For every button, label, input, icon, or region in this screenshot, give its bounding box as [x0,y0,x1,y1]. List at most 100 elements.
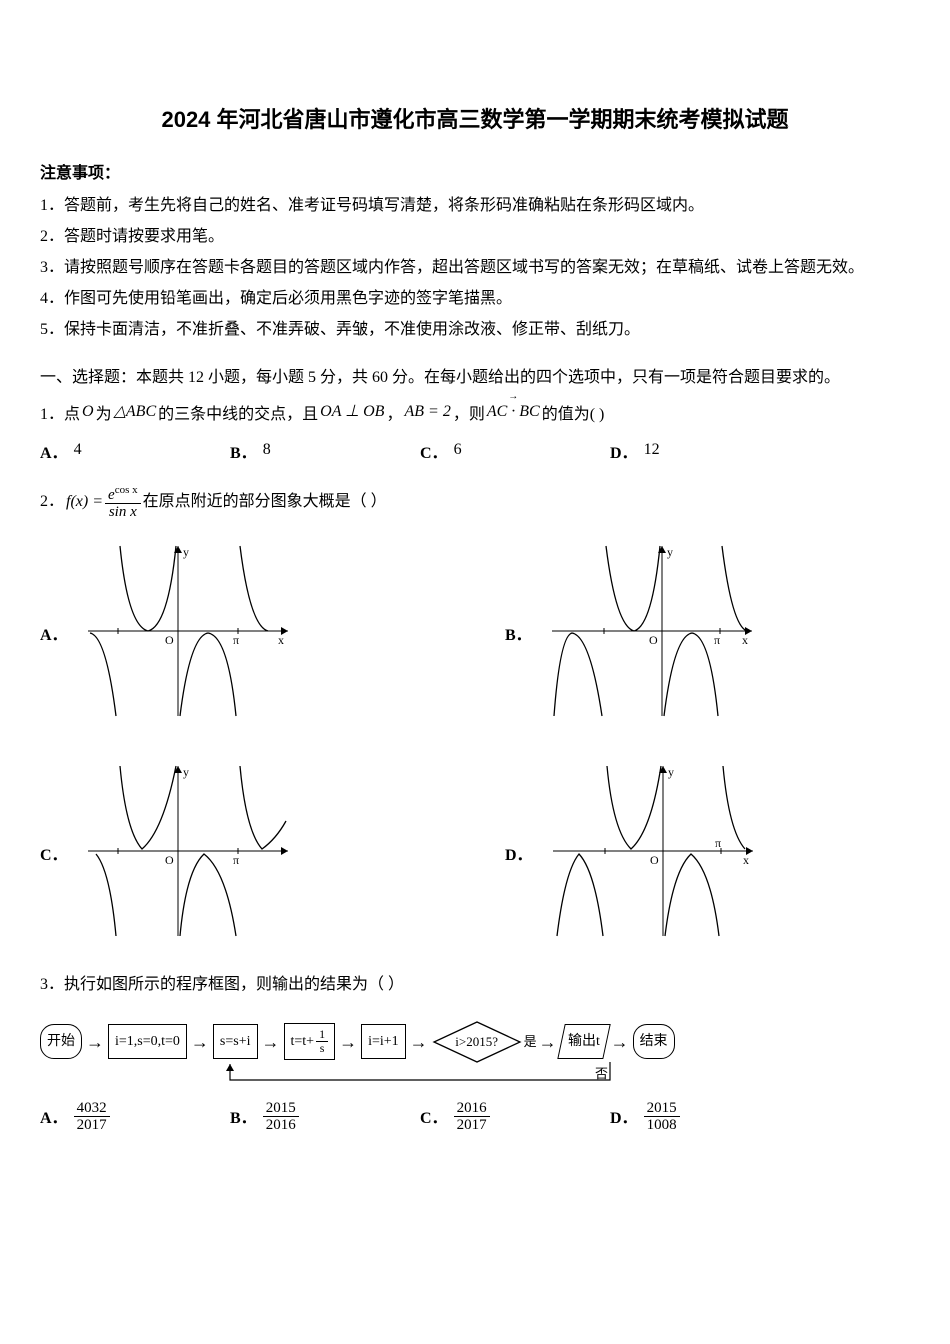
question-3: 3．执行如图所示的程序框图，则输出的结果为（ ） [40,971,910,1000]
notice-block: 注意事项： 1．答题前，考生先将自己的姓名、准考证号码填写清楚，将条形码准确粘贴… [40,160,910,345]
opt-label-d: D． [610,440,638,469]
q2-option-a: A． y x O π [40,541,445,721]
fc-loop-arrow [190,1062,890,1098]
q3-opt-b: 2015 2016 [263,1100,299,1134]
q3-flowchart: 开始 → i=1,s=0,t=0 → s=s+i → t=t+ 1 s → i=… [40,1020,910,1064]
notice-item: 2．答题时请按要求用笔。 [40,223,910,252]
arrow-icon: → [539,1033,557,1051]
fc-start: 开始 [40,1024,82,1059]
q1-var-o: O [82,398,94,427]
q3-options: A． 4032 2017 B． 2015 2016 C． 2016 2017 D… [40,1100,910,1134]
fc-init: i=1,s=0,t=0 [108,1024,187,1059]
q2-fraction: ecos x sin x [105,484,141,521]
question-1: 1．点 O 为 △ABC 的三条中线的交点，且 OA ⊥ OB ， AB = 2… [40,401,910,430]
opt-label-a: A． [40,622,68,721]
svg-text:O: O [165,853,174,867]
svg-text:y: y [183,545,189,559]
svg-text:x: x [742,633,748,647]
q1-var-ab: AB = 2 [404,398,450,427]
arrow-icon: → [339,1033,357,1051]
q1-var-tri: △ABC [114,398,157,427]
q3-opt-c: 2016 2017 [454,1100,490,1134]
fc-t-prefix: t=t+ [291,1029,315,1054]
arrow-icon: → [191,1033,209,1051]
q1-opt-a: 4 [74,436,82,465]
opt-label-c: C． [420,440,448,469]
q3-b-den: 2016 [263,1117,299,1134]
q3-opt-d: 2015 1008 [644,1100,680,1134]
q1-opt-b: 8 [263,436,271,465]
q1-opt-c: 6 [454,436,462,465]
q2-frac-num-sup: cos x [115,484,138,496]
svg-text:y: y [668,765,674,779]
svg-text:O: O [650,853,659,867]
graph-b: y x O π [542,541,762,721]
q3-a-den: 2017 [74,1117,110,1134]
svg-text:O: O [649,633,658,647]
fc-t-update: t=t+ 1 s [284,1023,336,1060]
q1-options: A．4 B．8 C．6 D．12 [40,440,910,469]
arrow-icon: → [410,1033,428,1051]
notice-item: 1．答题前，考生先将自己的姓名、准考证号码填写清楚，将条形码准确粘贴在条形码区域… [40,192,910,221]
q1-text: 为 [96,401,112,430]
q1-opt-d: 12 [644,436,660,465]
opt-label-a: A． [40,1105,68,1134]
svg-text:x: x [743,853,749,867]
q3-c-den: 2017 [454,1117,490,1134]
opt-label-b: B． [505,622,532,721]
opt-label-d: D． [610,1105,638,1134]
opt-label-a: A． [40,440,68,469]
fc-t-den: s [317,1042,328,1055]
fc-no-label: 否 [595,1062,608,1085]
opt-label-c: C． [40,842,68,941]
fc-t-num: 1 [316,1028,328,1042]
opt-label-b: B． [230,440,257,469]
fc-cond-text: i>2015? [455,1030,498,1053]
fc-s-update: s=s+i [213,1024,258,1059]
q2-frac-num: e [108,487,115,503]
q2-graph-options: A． y x O π B． y x O [40,541,910,941]
svg-text:π: π [715,836,721,850]
q1-text: 的值为( ) [542,401,605,430]
q3-d-den: 1008 [644,1117,680,1134]
q3-a-num: 4032 [74,1100,110,1118]
graph-a: y x O π [78,541,298,721]
q2-option-d: D． y x O π [505,761,910,941]
q2-option-b: B． y x O π [505,541,910,721]
fc-yes-label: 是 [524,1030,537,1053]
q1-text: ，则 [453,401,485,430]
q2-suffix: 在原点附近的部分图象大概是（ ） [143,488,387,517]
arrow-icon: → [611,1033,629,1051]
q2-fx: f(x) = [66,488,103,517]
q2-frac-den: sin x [106,504,140,521]
svg-text:π: π [233,633,239,647]
fc-output: 输出t [557,1024,610,1059]
notice-item: 5．保持卡面清洁，不准折叠、不准弄破、弄皱，不准使用涂改液、修正带、刮纸刀。 [40,316,910,345]
notice-heading: 注意事项： [40,160,910,189]
notice-item: 3．请按照题号顺序在答题卡各题目的答题区域内作答，超出答题区域书写的答案无效；在… [40,254,910,283]
page-title: 2024 年河北省唐山市遵化市高三数学第一学期期末统考模拟试题 [40,100,910,140]
svg-text:y: y [667,545,673,559]
fc-end: 结束 [633,1024,675,1059]
q2-option-c: C． y O π [40,761,445,941]
section-heading: 一、选择题：本题共 12 小题，每小题 5 分，共 60 分。在每小题给出的四个… [40,364,910,393]
fc-condition: i>2015? [432,1020,522,1064]
svg-text:π: π [233,853,239,867]
opt-label-b: B． [230,1105,257,1134]
q3-d-num: 2015 [644,1100,680,1118]
q2-prefix: 2． [40,488,64,517]
q1-text: ， [386,401,402,430]
notice-item: 4．作图可先使用铅笔画出，确定后必须用黑色字迹的签字笔描黑。 [40,285,910,314]
q3-c-num: 2016 [454,1100,490,1118]
svg-text:y: y [183,765,189,779]
svg-text:x: x [278,633,284,647]
q1-text: 1．点 [40,401,80,430]
q3-opt-a: 4032 2017 [74,1100,110,1134]
q1-text: 的三条中线的交点，且 [158,401,318,430]
opt-label-d: D． [505,842,533,941]
question-2: 2． f(x) = ecos x sin x 在原点附近的部分图象大概是（ ） [40,484,910,521]
graph-d: y x O π [543,761,763,941]
opt-label-c: C． [420,1105,448,1134]
q3-b-num: 2015 [263,1100,299,1118]
fc-i-update: i=i+1 [361,1024,406,1059]
